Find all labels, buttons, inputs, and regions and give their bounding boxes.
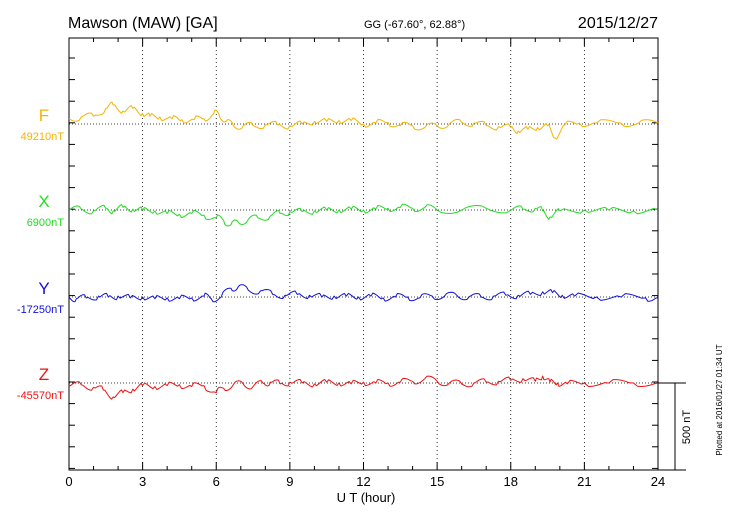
- series-baseline-x: 6900nT: [27, 217, 65, 229]
- series-name-x: X: [38, 192, 49, 211]
- x-tick-label: 24: [651, 474, 665, 489]
- series-name-y: Y: [38, 279, 49, 298]
- series-line-x: [68, 203, 659, 227]
- geo-coords: GG (-67.60°, 62.88°): [364, 19, 465, 31]
- grid-lines: [142, 38, 585, 470]
- station-title: Mawson (MAW) [GA]: [68, 15, 218, 32]
- series-baseline-z: -45570nT: [17, 390, 64, 402]
- x-tick-label: 21: [577, 474, 591, 489]
- series-line-z: [68, 375, 659, 400]
- x-tick-label: 12: [356, 474, 370, 489]
- x-axis-label: U T (hour): [337, 490, 396, 505]
- x-tick-label: 6: [213, 474, 220, 489]
- plot-date: 2015/12/27: [578, 15, 658, 32]
- x-tick-label: 15: [430, 474, 444, 489]
- x-tick-label: 18: [504, 474, 518, 489]
- scale-bar: 500 nT: [658, 382, 693, 471]
- component-labels: F 49210nT X 6900nT Y -17250nT Z -45570nT: [17, 106, 64, 402]
- x-tick-label: 9: [286, 474, 293, 489]
- series-baseline-f: 49210nT: [21, 131, 65, 143]
- series-line-y: [68, 284, 659, 303]
- series-name-z: Z: [39, 365, 49, 384]
- x-tick-label: 0: [65, 474, 72, 489]
- x-tick-label: 3: [139, 474, 146, 489]
- series-name-f: F: [39, 106, 49, 125]
- x-tick-labels: 0 3 6 9 12 15 18 21 24: [65, 474, 665, 489]
- series-layer: [68, 101, 659, 400]
- series-line-f: [68, 101, 659, 140]
- plotted-note: Plotted at 2016/01/27 01:34 UT: [715, 344, 724, 455]
- scale-bar-label: 500 nT: [681, 410, 693, 445]
- series-baseline-y: -17250nT: [17, 304, 64, 316]
- tick-marks: [68, 38, 659, 470]
